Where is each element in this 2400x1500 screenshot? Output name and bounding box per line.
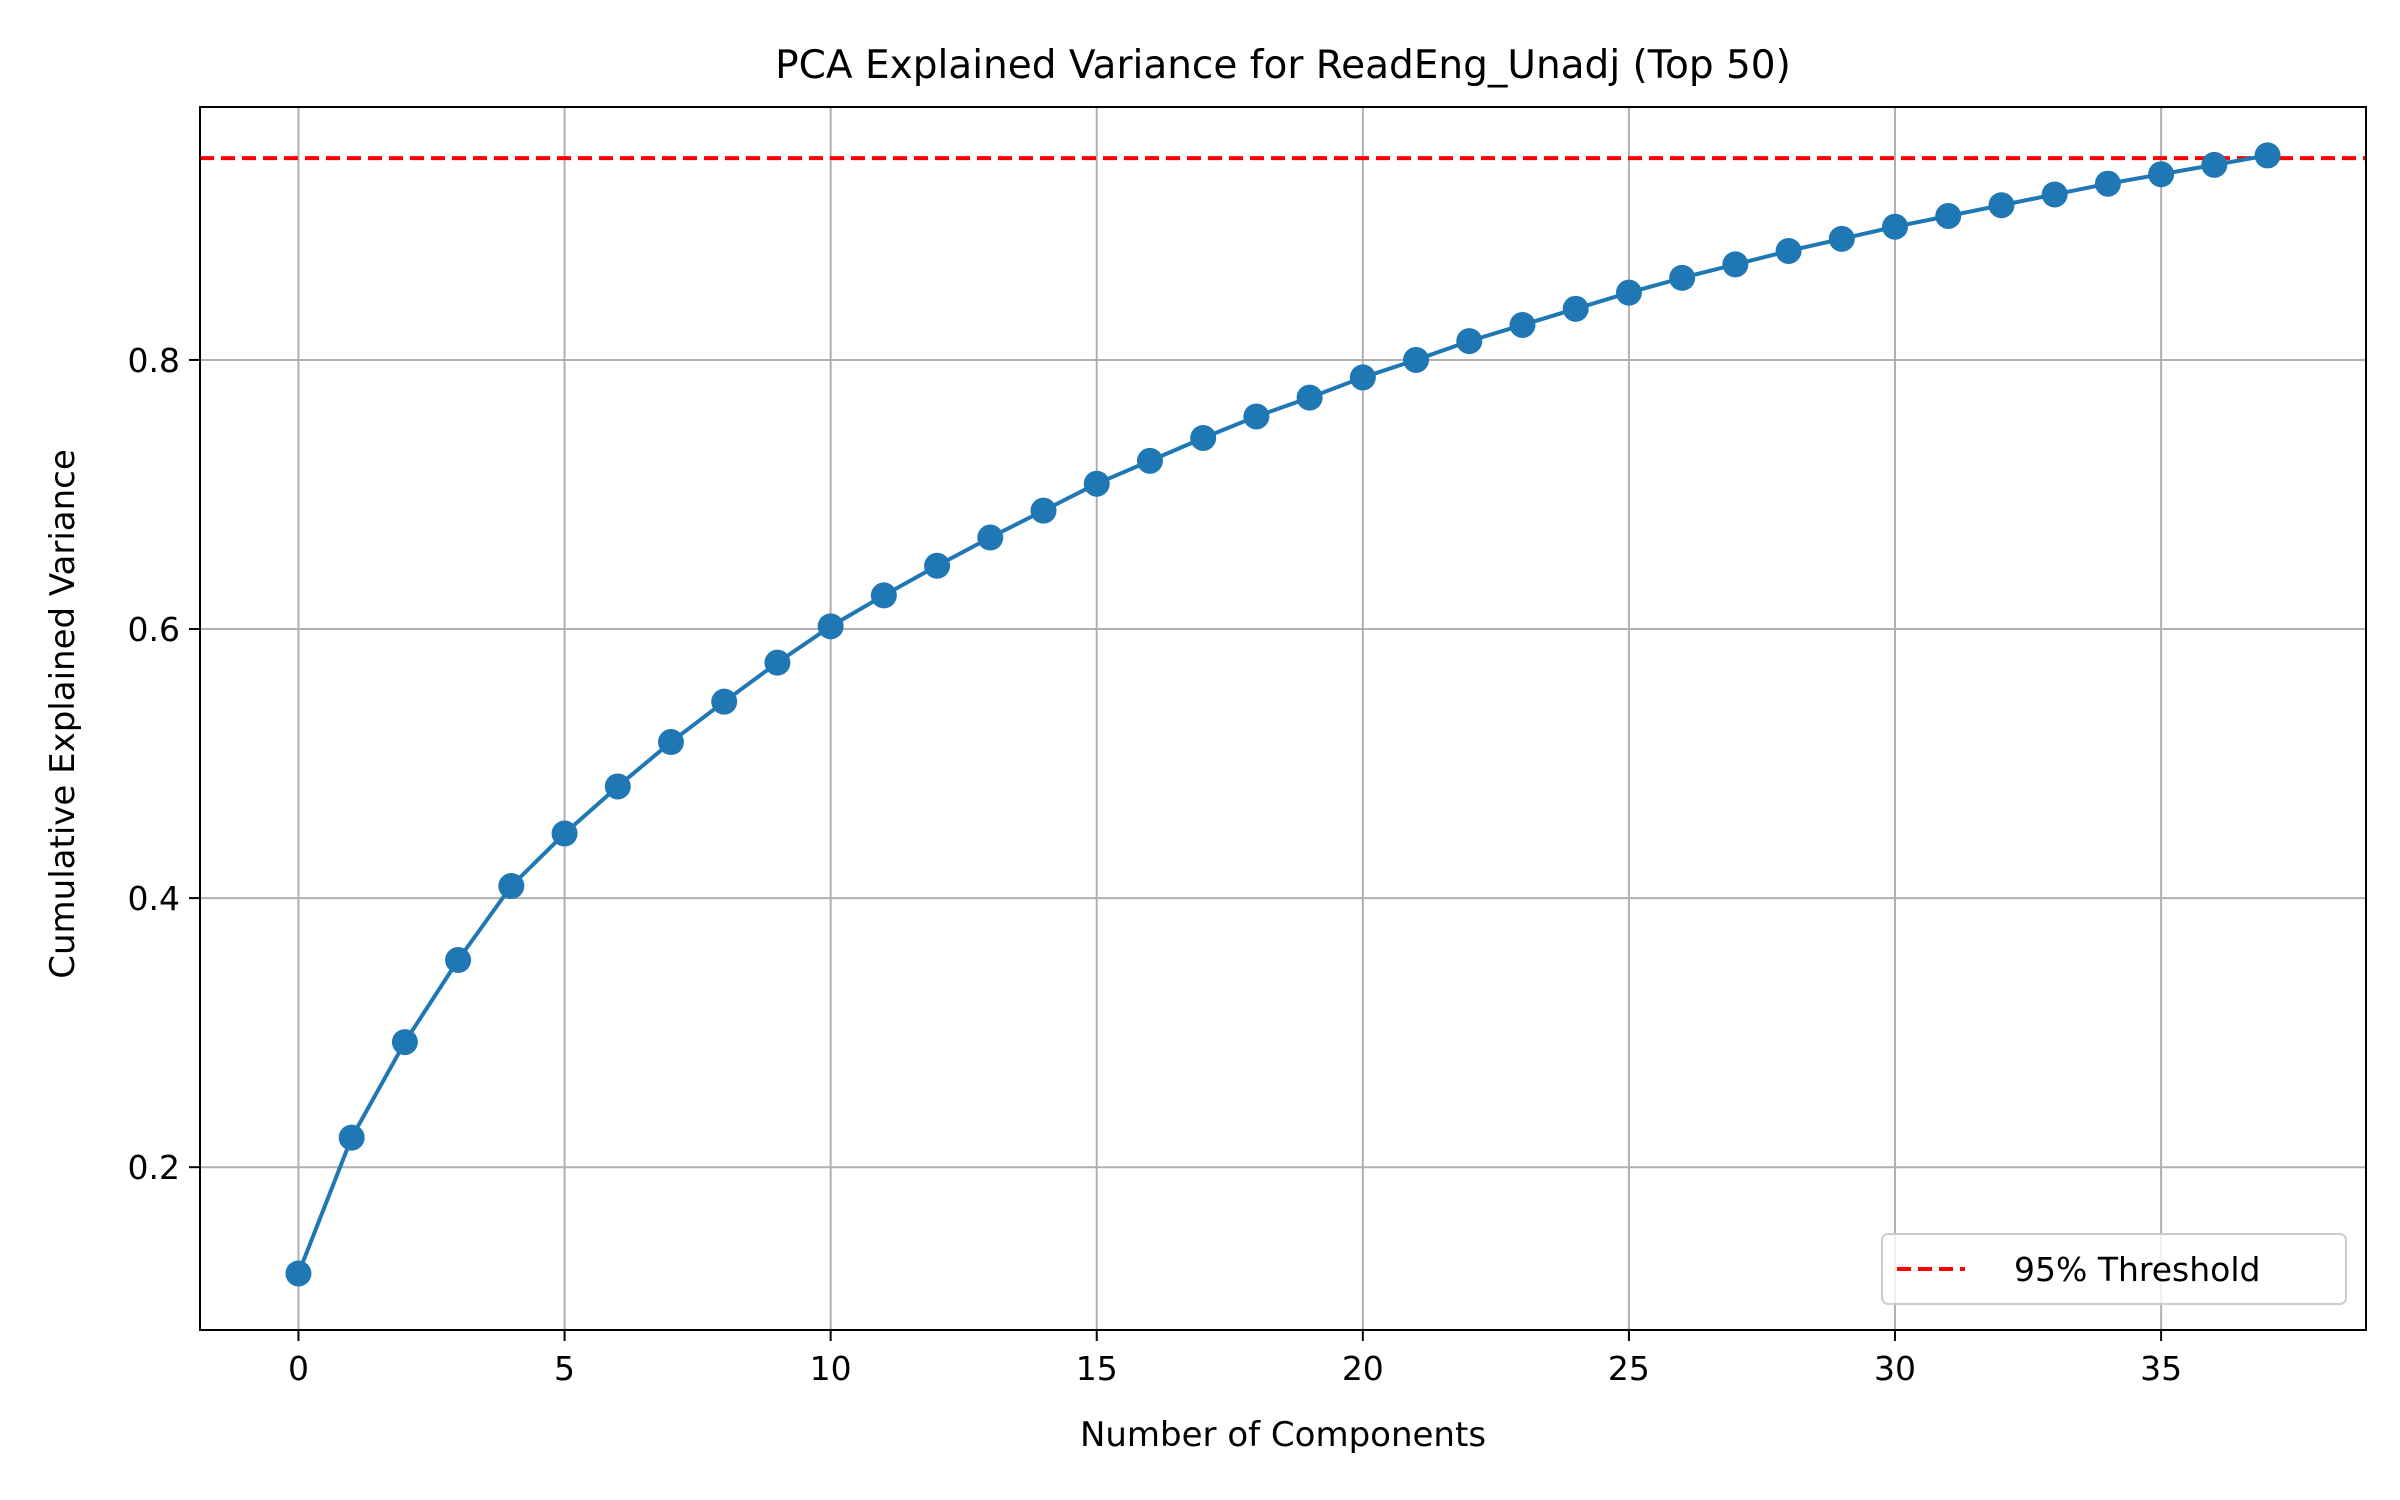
data-point [1083,470,1110,497]
data-point [1403,346,1430,373]
data-point [1030,497,1057,524]
data-point [1669,264,1696,291]
data-point [1722,251,1749,278]
x-tick-label: 20 [1342,1349,1384,1388]
data-point [338,1124,365,1151]
data-point [1562,295,1589,322]
data-point [924,552,951,579]
data-point [551,820,578,847]
data-point [977,524,1004,551]
data-point [1988,192,2015,219]
ticks-layer: 0 5 10 15 20 25 30 35 0.2 0.4 0.6 0.8 [128,341,2183,1388]
data-point [445,947,472,974]
data-point [1775,237,1802,264]
data-point [2041,181,2068,208]
data-point [1882,213,1909,240]
data-point [498,873,525,900]
axes-layer [199,106,2367,1331]
data-point [1243,403,1270,430]
data-point [764,649,791,676]
y-tick-label: 0.6 [128,610,180,649]
x-tick-label: 35 [2140,1349,2182,1388]
chart-title: PCA Explained Variance for ReadEng_Unadj… [775,43,1791,88]
x-tick-label: 10 [810,1349,852,1388]
y-tick-label: 0.4 [128,879,180,918]
legend-box [1881,1233,2347,1305]
data-point [2254,142,2281,169]
y-tick-label: 0.2 [128,1148,180,1187]
y-axis-label: Cumulative Explained Variance [43,449,83,979]
data-point [1828,225,1855,252]
data-point [1296,384,1323,411]
x-axis-label: Number of Components [1080,1415,1486,1455]
x-tick-label: 5 [554,1349,575,1388]
x-tick-label: 0 [288,1349,309,1388]
x-tick-label: 25 [1608,1349,1650,1388]
data-point [1935,202,1962,229]
data-point [1456,328,1483,355]
data-point [870,582,897,609]
data-point [604,773,631,800]
data-point [1349,364,1376,391]
axes-frame [199,106,2367,1331]
legend-threshold-label: 95% Threshold [2014,1250,2260,1289]
data-point [817,613,844,640]
legend: 95% Threshold [1881,1233,2347,1305]
data-point [1509,311,1536,338]
x-tick-label: 30 [1874,1349,1916,1388]
y-tick-label: 0.8 [128,341,180,380]
data-point [711,688,738,715]
data-point [657,729,684,756]
data-point [2148,161,2175,188]
data-point [2201,151,2228,178]
data-point [285,1260,312,1287]
x-tick-label: 15 [1076,1349,1118,1388]
data-point [2094,170,2121,197]
data-point [1615,279,1642,306]
data-point [391,1029,418,1056]
series-layer [285,142,2281,1287]
data-point [1190,424,1217,451]
data-point [1136,447,1163,474]
grid-layer [200,107,2366,1330]
